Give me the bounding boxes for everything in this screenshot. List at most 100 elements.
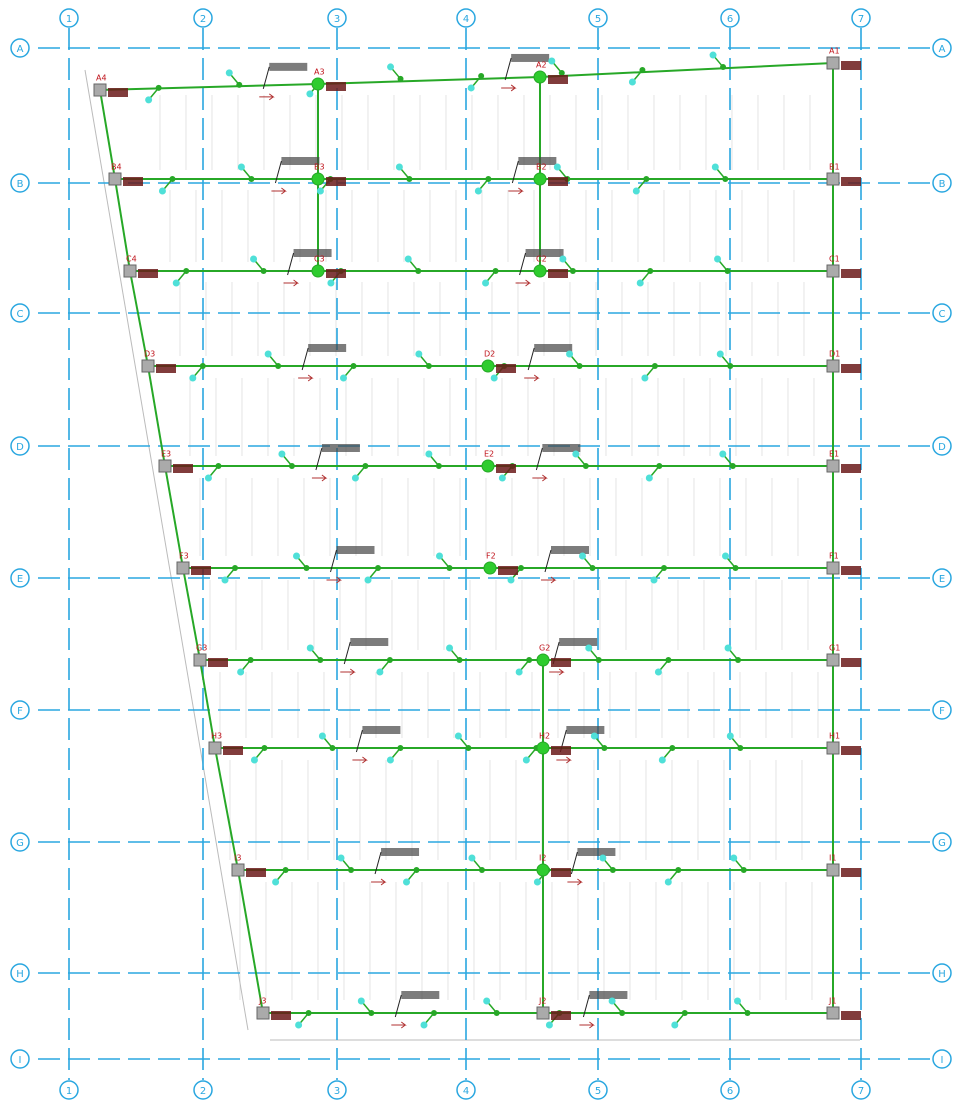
grid-label: E <box>17 574 23 585</box>
inlet <box>396 164 403 171</box>
junction <box>735 657 741 663</box>
node-label: E2 <box>484 450 494 459</box>
junction <box>643 176 649 182</box>
junction <box>348 867 354 873</box>
node-label: G2 <box>539 644 550 653</box>
node-label: J1 <box>828 997 836 1006</box>
inlet <box>436 553 443 560</box>
flow-arrow <box>556 757 570 763</box>
node-data-block <box>841 61 861 70</box>
junction <box>215 463 221 469</box>
flow-arrow <box>340 669 354 675</box>
annotation-block <box>534 344 572 352</box>
grid-label: 1 <box>66 14 72 25</box>
manhole <box>109 173 121 185</box>
junction <box>619 1010 625 1016</box>
flow-arrow <box>284 280 298 286</box>
flow-arrow <box>508 188 522 194</box>
inlet <box>358 998 365 1005</box>
node-data-block <box>208 658 228 667</box>
node-label: J2 <box>538 997 546 1006</box>
junction <box>406 176 412 182</box>
node-label: F1 <box>829 552 839 561</box>
node-label: D2 <box>484 350 495 359</box>
inlet <box>468 855 475 862</box>
manhole <box>827 265 839 277</box>
inlet <box>725 645 732 652</box>
junction <box>275 363 281 369</box>
grid-label: F <box>17 706 23 717</box>
manhole <box>124 265 136 277</box>
inlet <box>251 757 258 764</box>
junction <box>493 268 499 274</box>
junction <box>526 657 532 663</box>
junction <box>248 657 254 663</box>
junction <box>183 268 189 274</box>
inlet <box>599 855 606 862</box>
node-label: C2 <box>536 255 547 264</box>
node-data-block <box>551 746 571 755</box>
node-data-block <box>326 177 346 186</box>
node-data-block <box>498 566 518 575</box>
inlet <box>317 188 324 195</box>
manhole <box>482 460 494 472</box>
junction <box>329 745 335 751</box>
node-label: F3 <box>179 552 189 561</box>
flow-arrow <box>524 375 538 381</box>
grid-label: A <box>17 44 24 55</box>
pipe <box>540 63 833 77</box>
junction <box>261 268 267 274</box>
node-data-block <box>841 1011 861 1020</box>
junction <box>730 463 736 469</box>
node-data-block <box>841 658 861 667</box>
inlet <box>205 475 212 482</box>
junction <box>306 1010 312 1016</box>
grid-label: C <box>17 309 24 320</box>
grid-label: 7 <box>858 14 864 25</box>
inlet <box>446 645 453 652</box>
junction <box>601 745 607 751</box>
junction <box>675 867 681 873</box>
grid-label: E <box>939 574 945 585</box>
junction <box>317 657 323 663</box>
parcel-lines <box>85 70 860 1040</box>
inlet <box>159 188 166 195</box>
annotation-block <box>322 444 360 452</box>
junction <box>639 67 645 73</box>
junction <box>647 268 653 274</box>
inlet <box>629 79 636 86</box>
manhole <box>177 562 189 574</box>
grid-label: I <box>19 1055 22 1066</box>
junction <box>457 657 463 663</box>
grid-label: D <box>938 442 946 453</box>
node-label: C3 <box>314 255 325 264</box>
node-label: D3 <box>144 350 155 359</box>
junction <box>426 363 432 369</box>
inlet <box>421 1022 428 1029</box>
node-data-block <box>548 177 568 186</box>
inlet <box>455 733 462 740</box>
manhole <box>827 1007 839 1019</box>
junction <box>727 363 733 369</box>
node-data-block <box>271 1011 291 1020</box>
manhole <box>537 742 549 754</box>
node-label: I2 <box>539 854 546 863</box>
inlet <box>712 164 719 171</box>
junction <box>261 745 267 751</box>
node-label: B3 <box>314 163 325 172</box>
flow-arrow <box>579 1022 593 1028</box>
inlet <box>340 375 347 382</box>
node-data-block <box>173 464 193 473</box>
annotation-block <box>337 546 375 554</box>
inlet <box>405 256 412 263</box>
manhole <box>827 173 839 185</box>
node-data-block <box>246 868 266 877</box>
junction <box>289 463 295 469</box>
drainage-plan: 11223344556677AABBCCDDEEFFGGHHII A4A3A2A… <box>0 0 955 1106</box>
junction <box>283 867 289 873</box>
annotation-block <box>589 991 627 999</box>
grid-label: D <box>16 442 24 453</box>
node-data-block <box>841 746 861 755</box>
junction <box>518 565 524 571</box>
manhole <box>159 460 171 472</box>
